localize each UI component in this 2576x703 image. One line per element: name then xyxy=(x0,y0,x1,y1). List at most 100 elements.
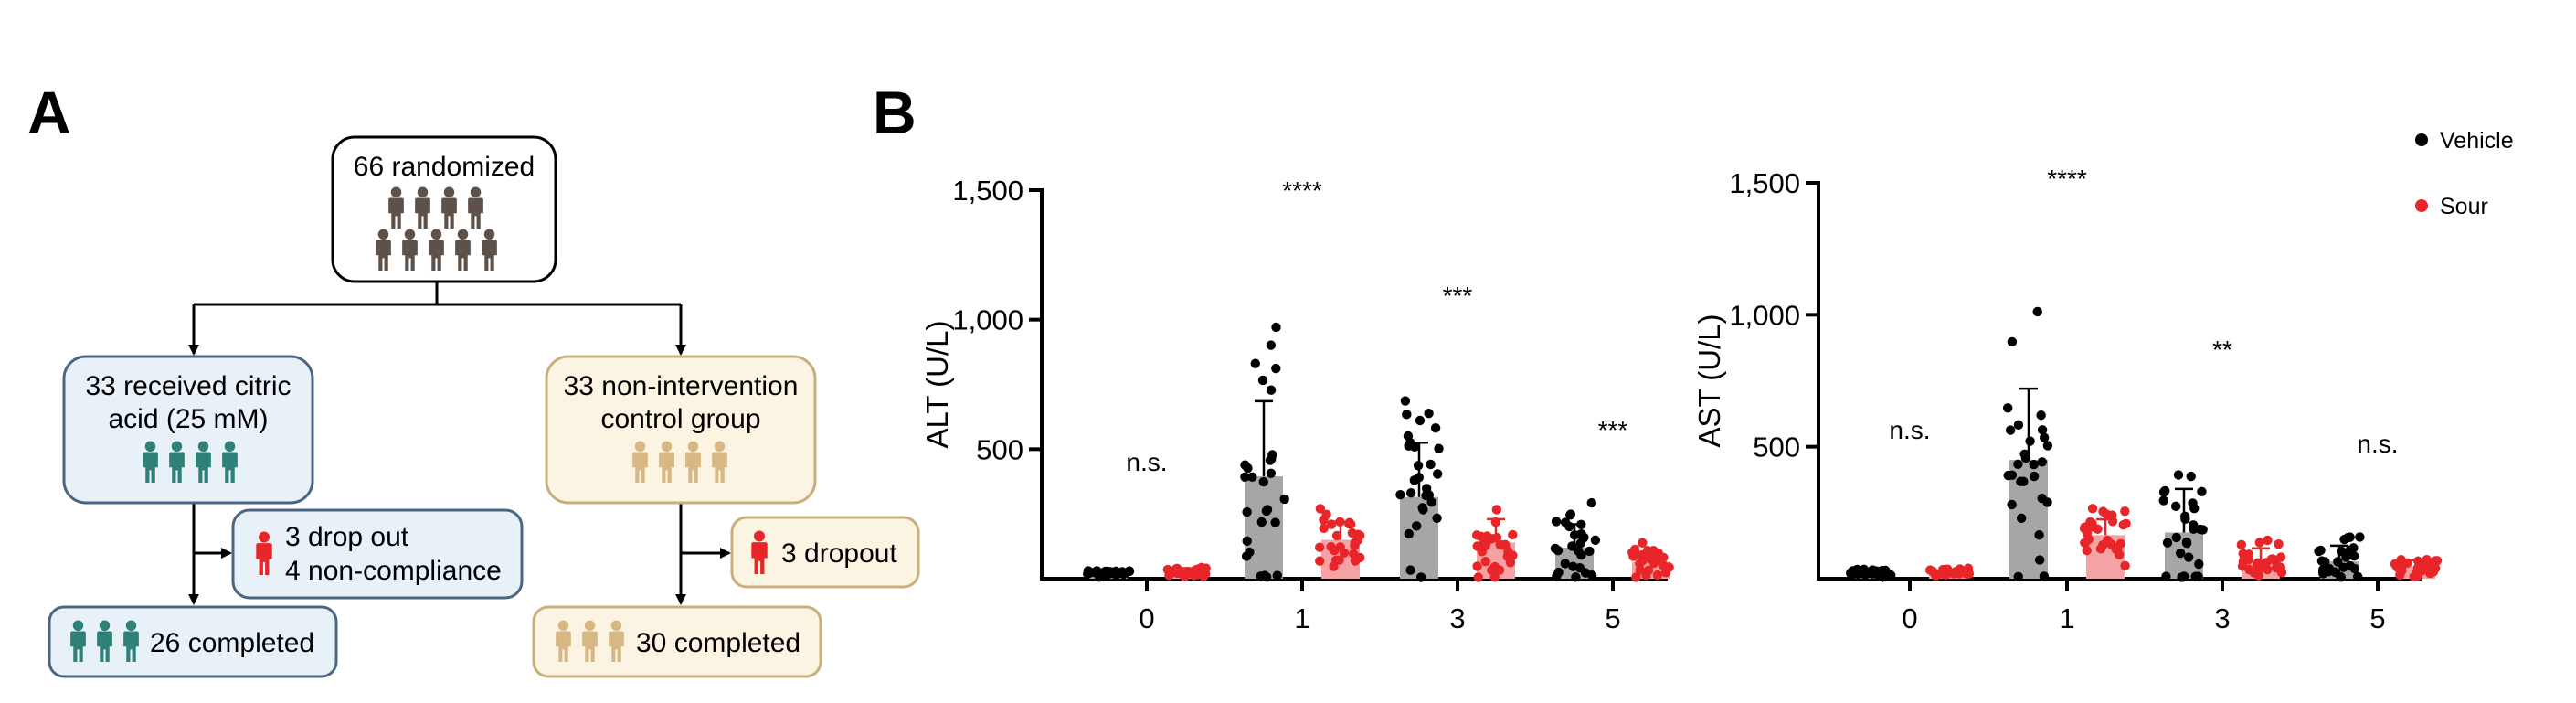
alt-x-tick-label: 0 xyxy=(1139,602,1154,634)
control-group-line1: 33 non-intervention xyxy=(564,371,799,401)
ast-point-vehicle xyxy=(2042,441,2053,451)
alt-point-sour xyxy=(1335,517,1345,527)
alt-point-vehicle xyxy=(1266,385,1277,395)
legend: Vehicle Sour xyxy=(2415,128,2514,219)
alt-point-vehicle xyxy=(1404,528,1414,539)
ast-point-sour xyxy=(2115,538,2125,549)
legend-vehicle-marker xyxy=(2415,133,2428,146)
ast-significance-label: ** xyxy=(2212,336,2232,364)
alt-point-vehicle xyxy=(1409,475,1420,485)
alt-point-vehicle xyxy=(1426,497,1436,507)
ast-point-vehicle xyxy=(2193,571,2203,581)
ast-x-tick-label: 0 xyxy=(1902,602,1917,634)
dropout-citric-line1: 3 drop out xyxy=(285,522,409,552)
alt-y-tick-label: 1,000 xyxy=(952,304,1023,336)
ast-point-sour xyxy=(1925,565,1935,575)
ast-point-sour xyxy=(2253,570,2263,581)
alt-y-tick-label: 500 xyxy=(976,433,1023,465)
alt-point-vehicle xyxy=(1565,509,1576,519)
ast-point-sour xyxy=(2102,509,2112,519)
ast-point-vehicle xyxy=(1868,565,1878,575)
ast-point-vehicle xyxy=(2345,532,2355,542)
alt-point-vehicle xyxy=(1404,441,1414,452)
alt-point-sour xyxy=(1329,561,1339,571)
ast-point-vehicle xyxy=(2034,555,2045,565)
ast-point-sour xyxy=(2087,518,2097,528)
alt-point-sour xyxy=(1489,572,1500,582)
ast-point-sour xyxy=(2422,554,2432,565)
alt-point-sour xyxy=(1197,570,1207,580)
ast-point-sour xyxy=(2238,557,2249,567)
alt-point-sour xyxy=(1477,540,1488,550)
panel-a-letter: A xyxy=(27,79,71,146)
ast-point-vehicle xyxy=(2005,425,2016,435)
ast-point-sour xyxy=(1955,564,1965,574)
alt-point-vehicle xyxy=(1576,550,1586,560)
alt-point-vehicle xyxy=(1432,513,1442,524)
alt-point-sour xyxy=(1482,531,1492,541)
alt-significance-label: *** xyxy=(1443,282,1473,310)
ast-point-sour xyxy=(1964,569,1975,579)
alt-x-tick-label: 1 xyxy=(1294,602,1309,634)
alt-point-vehicle xyxy=(1240,460,1250,470)
ast-point-sour xyxy=(2120,506,2130,517)
ast-point-vehicle xyxy=(2170,501,2181,512)
alt-point-vehicle xyxy=(1093,570,1103,580)
alt-y-axis-title: ALT (U/L) xyxy=(920,321,954,449)
alt-point-vehicle xyxy=(1553,545,1564,556)
alt-point-sour xyxy=(1321,509,1331,520)
ast-point-vehicle xyxy=(2316,545,2326,556)
alt-point-vehicle xyxy=(1261,506,1272,517)
ast-point-vehicle xyxy=(2007,499,2017,510)
alt-point-vehicle xyxy=(1111,570,1121,580)
panel-a: A 66 randomized xyxy=(27,79,920,678)
ast-point-vehicle xyxy=(2333,557,2343,567)
ast-point-vehicle xyxy=(2007,336,2018,347)
ast-point-vehicle xyxy=(2016,513,2027,524)
ast-point-vehicle xyxy=(2029,459,2039,470)
alt-point-vehicle xyxy=(1551,517,1562,527)
ast-point-vehicle xyxy=(2188,520,2199,530)
ast-point-vehicle xyxy=(1853,569,1863,580)
alt-point-sour xyxy=(1331,530,1342,541)
ast-point-sour xyxy=(2082,545,2092,556)
ast-point-vehicle xyxy=(2194,559,2204,570)
ast-point-vehicle xyxy=(2355,532,2365,542)
ast-point-vehicle xyxy=(2034,529,2044,540)
randomized-label: 66 randomized xyxy=(354,152,535,182)
alt-point-vehicle xyxy=(1083,569,1093,580)
alt-point-vehicle xyxy=(1411,521,1422,531)
ast-point-vehicle xyxy=(2020,453,2031,463)
alt-point-sour xyxy=(1497,540,1508,550)
ast-point-vehicle xyxy=(2162,538,2173,548)
ast-point-sour xyxy=(2254,538,2264,548)
ast-x-tick-label: 5 xyxy=(2369,602,2385,634)
alt-point-sour xyxy=(1635,565,1645,575)
ast-point-sour xyxy=(1940,564,1951,575)
ast-point-vehicle xyxy=(2349,563,2359,574)
completed-citric-label: 26 completed xyxy=(150,628,314,658)
alt-point-sour xyxy=(1330,545,1340,556)
ast-point-sour xyxy=(2397,566,2407,576)
ast-y-tick-label: 1,000 xyxy=(1729,299,1800,331)
alt-y-tick-label: 1,500 xyxy=(952,175,1023,207)
ast-point-sour xyxy=(2418,563,2428,573)
alt-point-sour xyxy=(1631,572,1641,582)
ast-point-vehicle xyxy=(2345,545,2355,556)
ast-chart: AST (U/L) 500 1,000 1,500 0 n.s. 1 **** 3 ** 5 n.s. xyxy=(1692,165,2443,634)
ast-point-sour xyxy=(2412,556,2423,566)
ast-point-sour xyxy=(2118,519,2128,530)
alt-point-vehicle xyxy=(1272,570,1282,581)
alt-point-vehicle xyxy=(1395,490,1405,500)
ast-point-vehicle xyxy=(2330,567,2341,578)
alt-point-sour xyxy=(1652,570,1663,581)
dropout-control-label: 3 dropout xyxy=(781,538,897,569)
alt-point-vehicle xyxy=(1241,551,1252,561)
alt-point-vehicle xyxy=(1402,410,1412,420)
alt-point-sour xyxy=(1664,562,1674,572)
alt-point-sour xyxy=(1350,540,1360,551)
alt-point-sour xyxy=(1637,549,1648,560)
ast-point-sour xyxy=(2267,554,2278,564)
alt-point-sour xyxy=(1315,504,1326,514)
alt-point-vehicle xyxy=(1575,538,1585,549)
